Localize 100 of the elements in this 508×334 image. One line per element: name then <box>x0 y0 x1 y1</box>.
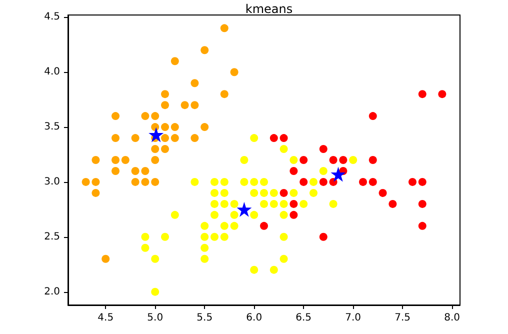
point <box>161 232 170 241</box>
point <box>260 188 268 197</box>
x-tick-label: 6.5 <box>296 312 312 324</box>
point <box>210 232 219 241</box>
point <box>290 210 298 219</box>
point <box>151 156 160 164</box>
point <box>220 200 228 208</box>
point <box>418 90 426 98</box>
point <box>329 200 338 208</box>
point <box>151 123 160 132</box>
y-tick-label: 4.0 <box>44 66 60 78</box>
point <box>260 178 268 186</box>
point <box>220 178 228 186</box>
chart-title: kmeans <box>245 2 293 16</box>
point <box>210 210 219 219</box>
point <box>141 166 150 175</box>
point <box>290 200 298 208</box>
point <box>260 200 268 208</box>
y-tick-label: 3.0 <box>44 176 60 188</box>
point <box>250 178 258 186</box>
point <box>151 254 160 263</box>
point <box>220 188 228 197</box>
point <box>339 156 348 164</box>
point <box>210 178 219 186</box>
point <box>161 101 170 110</box>
point <box>141 232 150 241</box>
point <box>170 123 179 132</box>
x-tick-label: 4.5 <box>98 312 114 324</box>
point <box>180 101 189 110</box>
point <box>378 188 387 197</box>
point <box>141 244 150 252</box>
point <box>280 232 288 241</box>
point <box>131 166 140 175</box>
point <box>300 178 308 186</box>
point <box>300 200 308 208</box>
y-tick-label: 2.5 <box>44 231 60 242</box>
point <box>121 156 130 164</box>
point <box>368 178 377 186</box>
point <box>438 90 446 98</box>
point <box>280 134 288 142</box>
point <box>250 210 258 219</box>
point <box>151 145 160 154</box>
point <box>131 134 140 142</box>
point <box>170 210 179 219</box>
point <box>161 145 170 154</box>
y-tick-label: 4.5 <box>44 12 60 23</box>
point <box>359 178 367 186</box>
point <box>161 123 170 132</box>
point <box>112 166 120 175</box>
point <box>319 178 328 186</box>
point <box>230 222 238 230</box>
point <box>329 178 338 186</box>
point <box>319 145 328 154</box>
point <box>200 254 209 263</box>
point <box>200 232 209 241</box>
x-tick-label: 7.0 <box>345 312 362 324</box>
point <box>220 90 228 98</box>
point <box>300 156 308 164</box>
point <box>290 166 298 175</box>
point <box>368 156 377 164</box>
x-tick-label: 5.5 <box>196 312 213 324</box>
point <box>141 112 150 120</box>
x-tick-label: 7.5 <box>394 312 411 324</box>
point <box>112 156 120 164</box>
point <box>92 188 100 197</box>
point <box>92 178 100 186</box>
point <box>230 210 238 219</box>
point <box>141 178 150 186</box>
point <box>220 24 228 32</box>
point <box>418 200 426 208</box>
point <box>329 156 338 164</box>
x-tick-label: 6.0 <box>246 312 262 324</box>
point <box>310 178 318 186</box>
point <box>349 156 358 164</box>
point <box>388 200 397 208</box>
point <box>92 156 100 164</box>
point <box>280 210 288 219</box>
point <box>200 123 209 132</box>
point <box>270 266 278 274</box>
x-tick-label: 5.0 <box>147 312 164 324</box>
point <box>200 244 209 252</box>
point <box>418 222 426 230</box>
point <box>151 112 160 120</box>
point <box>240 178 248 186</box>
point <box>190 79 199 88</box>
point <box>112 112 120 120</box>
point <box>161 90 170 98</box>
point <box>319 166 328 175</box>
x-tick-label: 8.0 <box>444 312 460 324</box>
point <box>270 200 278 208</box>
point <box>161 134 170 142</box>
point <box>260 222 268 230</box>
point <box>270 134 278 142</box>
point <box>170 57 179 66</box>
point <box>200 46 209 54</box>
point <box>280 200 288 208</box>
point <box>131 178 140 186</box>
y-tick-label: 2.0 <box>44 286 60 298</box>
point <box>236 202 252 217</box>
point <box>290 156 298 164</box>
